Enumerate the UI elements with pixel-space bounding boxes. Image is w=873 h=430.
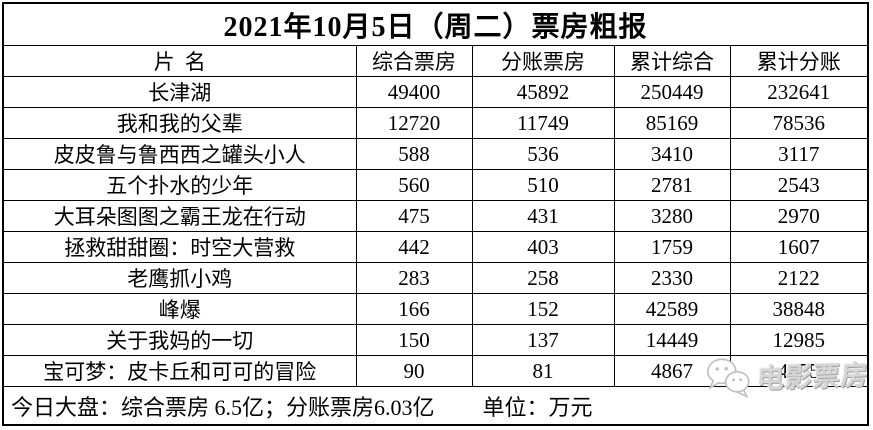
- gross-cell: 12720: [355, 107, 473, 139]
- table-row: 皮皮鲁与鲁西西之罐头小人 588 536 3410 3117: [4, 138, 867, 170]
- footer-row: 今日大盘：综合票房 6.5亿；分账票房6.03亿 单位：万元: [4, 386, 867, 424]
- table-row: 拯救甜甜圈：时空大营救 442 403 1759 1607: [4, 231, 867, 263]
- split-cell: 45892: [471, 76, 615, 108]
- split-cell: 431: [471, 200, 615, 232]
- cume-split-cell: 1607: [729, 231, 867, 263]
- daily-total-summary: 今日大盘：综合票房 6.5亿；分账票房6.03亿: [11, 394, 435, 420]
- cume-gross-cell: 2781: [613, 169, 731, 201]
- gross-cell: 150: [355, 324, 473, 356]
- split-cell: 258: [471, 262, 615, 294]
- table-footer: 今日大盘：综合票房 6.5亿；分账票房6.03亿 单位：万元: [4, 386, 867, 424]
- cume-gross-cell: 14449: [613, 324, 731, 356]
- gross-cell: 166: [355, 293, 473, 325]
- split-cell: 137: [471, 324, 615, 356]
- split-cell: 152: [471, 293, 615, 325]
- table-header: 片名 综合票房 分账票房 累计综合 累计分账: [4, 46, 867, 77]
- cume-gross-cell: 85169: [613, 107, 731, 139]
- split-cell: 11749: [471, 107, 615, 139]
- cume-split-cell: 4355: [729, 355, 867, 387]
- film-name: 关于我妈的一切: [4, 324, 357, 356]
- gross-cell: 49400: [355, 76, 473, 108]
- gross-cell: 560: [355, 169, 473, 201]
- film-name: 峰爆: [4, 293, 357, 325]
- footer-cell: 今日大盘：综合票房 6.5亿；分账票房6.03亿 单位：万元: [4, 386, 867, 424]
- table-row: 我和我的父辈 12720 11749 85169 78536: [4, 107, 867, 139]
- cume-split-cell: 2970: [729, 200, 867, 232]
- table-row: 长津湖 49400 45892 250449 232641: [4, 76, 867, 108]
- report-title: 2021年10月5日（周二）票房粗报: [4, 4, 867, 46]
- split-cell: 510: [471, 169, 615, 201]
- cume-gross-cell: 4867: [613, 355, 731, 387]
- film-name: 拯救甜甜圈：时空大营救: [4, 231, 357, 263]
- cume-split-cell: 38848: [729, 293, 867, 325]
- gross-cell: 588: [355, 138, 473, 170]
- table-body: 长津湖 49400 45892 250449 232641 我和我的父辈 127…: [4, 76, 867, 387]
- column-header-split: 分账票房: [471, 46, 615, 77]
- table-row: 五个扑水的少年 560 510 2781 2543: [4, 169, 867, 201]
- split-cell: 536: [471, 138, 615, 170]
- cume-split-cell: 78536: [729, 107, 867, 139]
- box-office-table: 片名 综合票房 分账票房 累计综合 累计分账 长津湖 49400 45892 2…: [4, 46, 867, 424]
- column-header-gross: 综合票房: [355, 46, 473, 77]
- film-name: 老鹰抓小鸡: [4, 262, 357, 294]
- header-row: 片名 综合票房 分账票房 累计综合 累计分账: [4, 46, 867, 77]
- split-cell: 81: [471, 355, 615, 387]
- report-sheet: 2021年10月5日（周二）票房粗报 片名 综合票房 分账票房 累计综合 累计分…: [2, 2, 869, 426]
- column-header-cume-split: 累计分账: [729, 46, 867, 77]
- table-row: 峰爆 166 152 42589 38848: [4, 293, 867, 325]
- cume-gross-cell: 42589: [613, 293, 731, 325]
- cume-split-cell: 2122: [729, 262, 867, 294]
- cume-gross-cell: 250449: [613, 76, 731, 108]
- table-row: 老鹰抓小鸡 283 258 2330 2122: [4, 262, 867, 294]
- table-row: 宝可梦：皮卡丘和可可的冒险 90 81 4867 4355: [4, 355, 867, 387]
- film-name: 大耳朵图图之霸王龙在行动: [4, 200, 357, 232]
- gross-cell: 90: [355, 355, 473, 387]
- film-name: 长津湖: [4, 76, 357, 108]
- cume-gross-cell: 1759: [613, 231, 731, 263]
- gross-cell: 283: [355, 262, 473, 294]
- cume-split-cell: 232641: [729, 76, 867, 108]
- cume-split-cell: 3117: [729, 138, 867, 170]
- gross-cell: 442: [355, 231, 473, 263]
- table-row: 关于我妈的一切 150 137 14449 12985: [4, 324, 867, 356]
- cume-gross-cell: 2330: [613, 262, 731, 294]
- film-name: 五个扑水的少年: [4, 169, 357, 201]
- column-header-name: 片名: [4, 46, 357, 77]
- film-name: 皮皮鲁与鲁西西之罐头小人: [4, 138, 357, 170]
- table-row: 大耳朵图图之霸王龙在行动 475 431 3280 2970: [4, 200, 867, 232]
- cume-split-cell: 2543: [729, 169, 867, 201]
- unit-note: 单位：万元: [482, 394, 593, 420]
- film-name: 宝可梦：皮卡丘和可可的冒险: [4, 355, 357, 387]
- column-header-cume-gross: 累计综合: [613, 46, 731, 77]
- cume-split-cell: 12985: [729, 324, 867, 356]
- cume-gross-cell: 3410: [613, 138, 731, 170]
- cume-gross-cell: 3280: [613, 200, 731, 232]
- film-name: 我和我的父辈: [4, 107, 357, 139]
- gross-cell: 475: [355, 200, 473, 232]
- split-cell: 403: [471, 231, 615, 263]
